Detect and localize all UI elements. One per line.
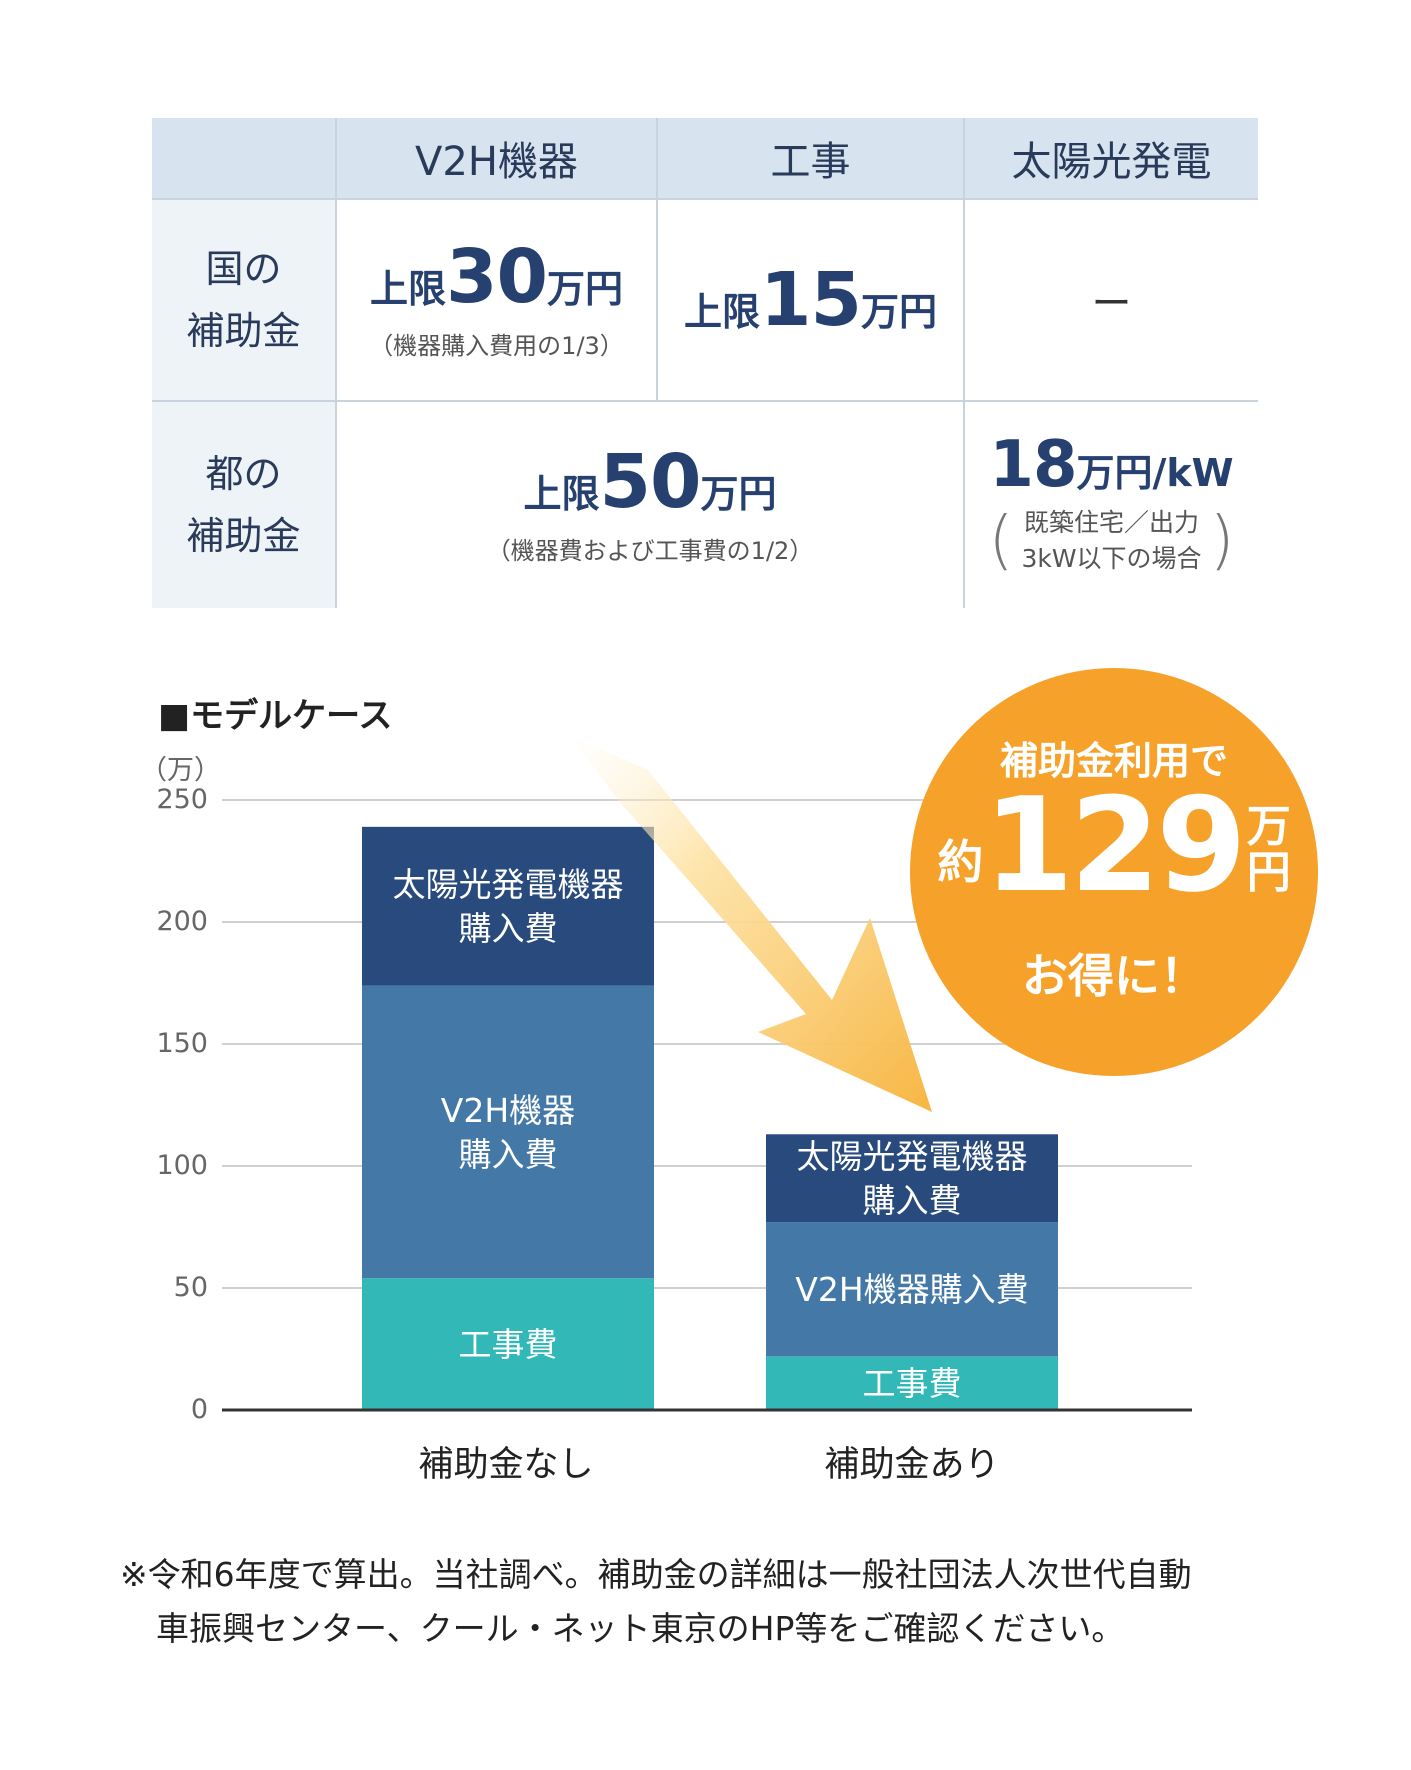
segment-label: V2H機器 bbox=[441, 1091, 575, 1130]
header-v2h-label: V2H機器 bbox=[415, 139, 578, 185]
header-construction-label: 工事 bbox=[770, 139, 851, 185]
segment-label: V2H機器購入費 bbox=[795, 1270, 1028, 1309]
national-v2h-prefix: 上限 bbox=[369, 266, 446, 311]
badge-amount: 約 129 万 円 bbox=[910, 780, 1318, 910]
savings-badge: 補助金利用で 約 129 万 円 お得に！ bbox=[910, 668, 1318, 1076]
y-tick-label: 100 bbox=[156, 1150, 208, 1181]
footnote-line1: ※令和6年度で算出。当社調べ。補助金の詳細は一般社団法人次世代自動 bbox=[120, 1555, 1192, 1594]
national-construction-num: 15 bbox=[760, 257, 862, 343]
bar-segment bbox=[362, 985, 654, 1279]
segment-label: 太陽光発電機器 bbox=[393, 865, 624, 904]
row-head-tokyo: 都の 補助金 bbox=[152, 402, 335, 608]
bar-segment bbox=[362, 1278, 654, 1410]
tokyo-solar-unit: 万円/kW bbox=[1076, 451, 1234, 495]
tokyo-v2h-amount: 上限50万円 bbox=[523, 445, 776, 519]
national-solar-cell: ー bbox=[965, 200, 1258, 400]
national-construction-cell: 上限15万円 bbox=[658, 200, 963, 400]
y-tick-label: 50 bbox=[173, 1272, 208, 1303]
bar-segment bbox=[766, 1134, 1058, 1223]
national-v2h-cell: 上限30万円 （機器購入費用の1/3） bbox=[337, 200, 656, 400]
tokyo-solar-note-line1: 既築住宅／出力 bbox=[1023, 508, 1199, 537]
segment-label: 工事費 bbox=[459, 1325, 558, 1364]
national-solar-value: ー bbox=[1091, 281, 1132, 327]
tokyo-v2h-note: （機器費および工事費の1/2） bbox=[486, 536, 814, 565]
tokyo-v2h-num: 50 bbox=[599, 438, 702, 525]
national-construction-unit: 万円 bbox=[860, 290, 937, 334]
row-head-national-line2: 補助金 bbox=[186, 309, 301, 353]
bar-segment bbox=[766, 1356, 1058, 1410]
national-construction-prefix: 上限 bbox=[683, 290, 760, 334]
tokyo-v2h-prefix: 上限 bbox=[523, 471, 600, 516]
paren-close: ) bbox=[1209, 504, 1235, 578]
header-solar: 太陽光発電 bbox=[965, 118, 1258, 198]
segment-label: 購入費 bbox=[459, 1135, 558, 1174]
segment-label: 太陽光発電機器 bbox=[797, 1137, 1028, 1176]
y-tick-label: 0 bbox=[190, 1394, 208, 1425]
chart-title: ■モデルケース bbox=[158, 696, 393, 736]
footnote-line2: 車振興センター、クール・ネット東京のHP等をご確認ください。 bbox=[156, 1609, 1125, 1648]
badge-line3: お得に！ bbox=[1022, 949, 1206, 1003]
tokyo-solar-amount: 18万円/kW bbox=[989, 433, 1233, 497]
header-construction: 工事 bbox=[658, 118, 963, 198]
badge-unit-bottom: 円 bbox=[1246, 847, 1291, 898]
row-head-national: 国の 補助金 bbox=[152, 200, 335, 400]
bar-segment bbox=[766, 1222, 1058, 1357]
national-construction-amount: 上限15万円 bbox=[684, 263, 937, 337]
tokyo-solar-num: 18 bbox=[989, 428, 1077, 502]
y-axis-unit: （万） bbox=[140, 755, 221, 786]
national-v2h-num: 30 bbox=[446, 233, 548, 320]
arrow-graphic bbox=[570, 735, 932, 1112]
row-head-tokyo-line2: 補助金 bbox=[186, 514, 301, 558]
segment-label: 購入費 bbox=[863, 1181, 962, 1220]
y-tick-label: 200 bbox=[156, 906, 208, 937]
row-head-national-line1: 国の bbox=[205, 247, 282, 291]
badge-unit: 万 円 bbox=[1247, 804, 1291, 896]
segment-label: 購入費 bbox=[459, 909, 558, 948]
row-head-tokyo-line1: 都の bbox=[205, 452, 282, 496]
badge-line1: 補助金利用で bbox=[999, 739, 1228, 783]
tokyo-solar-note: ( 既築住宅／出力 3kW以下の場合 ) bbox=[988, 505, 1234, 577]
category-label-without: 補助金なし bbox=[418, 1445, 594, 1485]
national-v2h-note: （機器購入費用の1/3） bbox=[369, 331, 624, 360]
paren-open: ( bbox=[988, 504, 1014, 578]
badge-prefix: 約 bbox=[937, 835, 984, 889]
table-corner bbox=[152, 118, 335, 198]
tokyo-v2h-unit: 万円 bbox=[700, 471, 777, 516]
footnote: ※令和6年度で算出。当社調べ。補助金の詳細は一般社団法人次世代自動 車振興センタ… bbox=[120, 1548, 1192, 1656]
bar-segment bbox=[362, 826, 654, 986]
subsidy-table: V2H機器 工事 太陽光発電 国の 補助金 上限30万円 （機器購入費用の1/3… bbox=[152, 118, 1258, 608]
category-label-with: 補助金あり bbox=[824, 1445, 1000, 1485]
badge-unit-top: 万 bbox=[1246, 801, 1291, 852]
badge-num: 129 bbox=[983, 769, 1246, 921]
national-v2h-amount: 上限30万円 bbox=[370, 240, 623, 314]
tokyo-solar-note-line2: 3kW以下の場合 bbox=[1021, 544, 1202, 573]
tokyo-solar-cell: 18万円/kW ( 既築住宅／出力 3kW以下の場合 ) bbox=[965, 402, 1258, 608]
y-tick-label: 250 bbox=[156, 784, 208, 815]
national-v2h-unit: 万円 bbox=[546, 266, 623, 311]
segment-label: 工事費 bbox=[863, 1364, 962, 1403]
header-v2h: V2H機器 bbox=[337, 118, 656, 198]
tokyo-v2h-construction-cell: 上限50万円 （機器費および工事費の1/2） bbox=[337, 402, 963, 608]
header-solar-label: 太陽光発電 bbox=[1011, 139, 1212, 185]
y-tick-label: 150 bbox=[156, 1028, 208, 1059]
